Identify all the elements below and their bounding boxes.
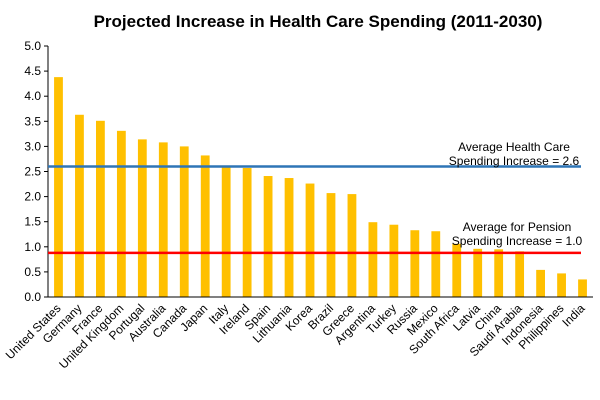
bar-united-states [54,77,63,298]
bar-spain [263,176,273,297]
x-category-label: India [559,301,588,330]
bar-mexico [431,231,441,297]
y-tick-label: 4.0 [24,89,41,103]
bar-philippines [557,273,566,297]
bar-france [96,120,105,297]
reference-line-label: Average Health Care [458,140,570,154]
y-tick-label: 1.0 [24,240,41,254]
bar-united-kingdom [116,130,126,297]
y-tick-label: 2.5 [24,165,41,179]
bar-ireland [242,167,252,297]
axes [47,46,593,298]
reference-line-label: Average for Pension [463,220,572,234]
bar-argentina [368,222,378,297]
bar-indonesia [536,269,545,297]
bar-italy [221,166,231,297]
bar-brazil [326,193,336,297]
reference-line-label: Spending Increase = 1.0 [452,234,583,248]
y-tick-label: 0.5 [24,265,41,279]
bar-south-africa [452,243,462,297]
bar-canada [179,146,189,297]
bar-latvia [473,248,483,297]
bar-portugal [137,139,147,297]
bar-series [54,77,587,298]
reference-line-label: Spending Increase = 2.6 [449,154,580,168]
bar-saudi-arabia [515,251,525,297]
y-tick-label: 3.5 [24,114,41,128]
bar-japan [200,155,210,297]
y-tick-label: 0.0 [24,290,41,304]
y-tick-label: 1.5 [24,215,41,229]
bar-china [494,249,504,297]
bar-australia [158,142,168,297]
bar-lithuania [284,178,294,297]
bar-turkey [389,224,399,297]
chart-title: Projected Increase in Health Care Spendi… [94,12,543,31]
y-tick-label: 3.0 [24,139,41,153]
bar-greece [347,194,357,297]
bar-korea [305,183,315,297]
bar-germany [75,114,84,297]
bar-india [578,279,587,297]
bar-russia [410,230,420,297]
y-axis-ticks: 0.0 0.5 1.0 1.5 2.0 2.5 3.0 3.5 4.0 4.5 5.0 [24,39,48,304]
y-tick-label: 4.5 [24,64,41,78]
y-tick-label: 5.0 [24,39,41,53]
y-tick-label: 2.0 [24,190,41,204]
